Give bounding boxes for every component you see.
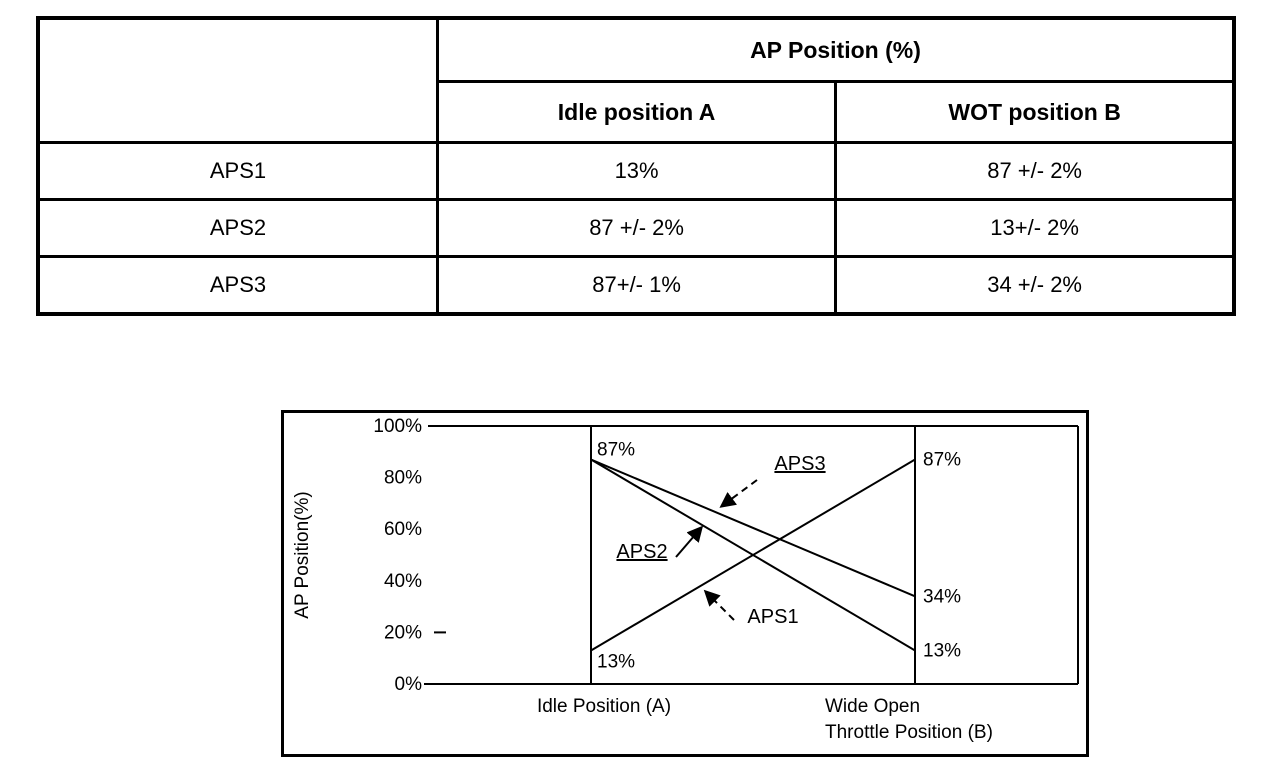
y-tick-label: 80%	[384, 468, 422, 489]
table-header-ap-position: AP Position (%)	[435, 16, 1236, 83]
table-header-idle-position: Idle position A	[435, 80, 838, 144]
annotation-label-aps2: APS2	[616, 541, 667, 563]
annotation-arrow-aps3	[719, 479, 758, 508]
y-tick-label: 0%	[395, 674, 423, 695]
annotation-arrow-aps2	[675, 525, 704, 558]
y-axis-title: AP Position(%)	[292, 491, 313, 618]
table-row-aps3: APS3 87+/- 1% 34 +/- 2%	[36, 255, 1236, 316]
cell-aps1-idle: 13%	[435, 141, 838, 201]
table-header-row-1: AP Position (%)	[36, 16, 1236, 144]
series-line-aps3	[590, 458, 916, 598]
table-header-row-2: Idle position A WOT position B	[38, 80, 1236, 144]
row-label-aps3: APS3	[36, 255, 439, 316]
row-label-aps1: APS1	[36, 141, 439, 201]
x-label-wot-line2: Throttle Position (B)	[825, 722, 993, 743]
table-row-aps2: APS2 87 +/- 2% 13+/- 2%	[36, 198, 1236, 258]
point-label-idle: 87%	[597, 440, 635, 461]
aps-position-chart: 100% 80% 60% 40% 20% 0% 87% 13% 87% 34% 13% APS3 APS…	[292, 416, 1079, 743]
table-corner-cell	[36, 16, 439, 144]
y-tick-label: 40%	[384, 571, 422, 592]
cell-aps3-idle: 87+/- 1%	[435, 255, 838, 316]
point-label-wot: 87%	[923, 450, 961, 471]
x-label-wot-line1: Wide Open	[825, 696, 920, 717]
cell-aps2-wot: 13+/- 2%	[834, 198, 1236, 258]
cell-aps3-wot: 34 +/- 2%	[834, 255, 1236, 316]
point-label-wot: 13%	[923, 640, 961, 661]
aps-position-chart-frame: 100% 80% 60% 40% 20% 0% 87% 13% 87% 34% 13% APS3 APS…	[281, 410, 1089, 757]
y-tick-label: 60%	[384, 519, 422, 540]
annotation-label-aps3: APS3	[774, 453, 825, 475]
cell-aps1-wot: 87 +/- 2%	[834, 141, 1236, 201]
annotation-arrow-aps1	[703, 589, 735, 621]
x-label-idle-position: Idle Position (A)	[537, 696, 671, 717]
annotation-label-aps1: APS1	[747, 606, 798, 628]
y-tick-label: 20%	[384, 622, 422, 643]
table-row-aps1: APS1 13% 87 +/- 2%	[36, 141, 1236, 201]
cell-aps2-idle: 87 +/- 2%	[435, 198, 838, 258]
row-label-aps2: APS2	[36, 198, 439, 258]
point-label-wot: 34%	[923, 586, 961, 607]
point-label-idle: 13%	[597, 651, 635, 672]
y-tick-label: 100%	[373, 416, 422, 437]
series-line-aps2	[590, 458, 916, 652]
aps-position-table: AP Position (%) Idle position A WOT posi…	[36, 16, 1236, 316]
table-header-wot-position: WOT position B	[834, 80, 1236, 144]
